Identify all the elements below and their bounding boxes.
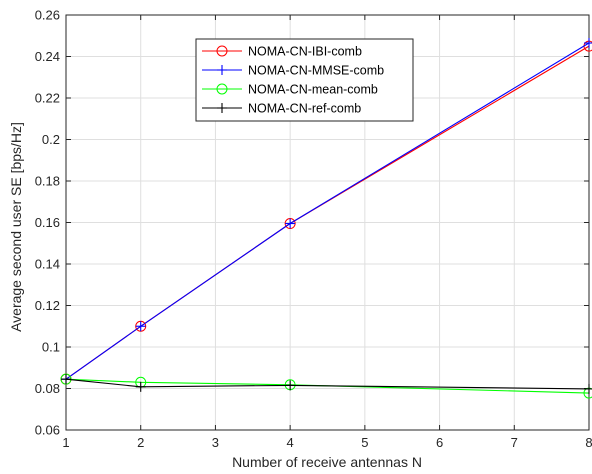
x-tick-label: 6 (436, 435, 443, 450)
legend-marker (217, 103, 227, 113)
y-tick-label: 0.08 (35, 381, 60, 396)
x-tick-label: 7 (511, 435, 518, 450)
x-tick-label: 1 (62, 435, 69, 450)
x-tick-label: 5 (361, 435, 368, 450)
data-point (61, 374, 71, 385)
data-point (584, 383, 592, 394)
y-tick-label: 0.18 (35, 174, 60, 189)
y-tick-label: 0.12 (35, 298, 60, 313)
legend-marker (216, 45, 228, 57)
data-point (285, 218, 296, 229)
y-tick-label: 0.2 (42, 132, 60, 147)
data-point (584, 38, 592, 49)
x-axis-label: Number of receive antennas N (232, 454, 422, 470)
legend-item: NOMA-CN-MMSE-comb (202, 64, 384, 78)
series-layer (60, 38, 592, 399)
x-tick-label: 2 (137, 435, 144, 450)
series-line (65, 378, 590, 390)
legend-item: NOMA-CN-ref-comb (202, 102, 361, 116)
series-line (65, 42, 590, 380)
legend-label: NOMA-CN-ref-comb (248, 102, 361, 116)
data-point (285, 380, 296, 391)
plot-frame (65, 14, 590, 431)
y-tick-label: 0.1 (42, 340, 60, 355)
data-point (135, 321, 146, 332)
y-tick-label: 0.16 (35, 215, 60, 230)
legend-box (195, 38, 414, 122)
legend-item: NOMA-CN-IBI-comb (202, 45, 362, 59)
series-line (65, 378, 590, 394)
legend-label: NOMA-CN-IBI-comb (248, 45, 362, 59)
y-tick-label: 0.22 (35, 91, 60, 106)
legend: NOMA-CN-IBI-comb NOMA-CN-MMSE-comb NOMA-CN… (195, 38, 414, 122)
legend-item: NOMA-CN-mean-comb (202, 83, 378, 97)
y-tick-label: 0.26 (35, 8, 60, 23)
y-axis-label: Average second user SE [bps/Hz] (8, 122, 24, 332)
x-tick-label: 8 (585, 435, 592, 450)
y-tick-label: 0.14 (35, 257, 60, 272)
legend-marker (217, 65, 227, 75)
tick-labels: 1 2 3 4 5 6 7 8 0.06 0.08 0.1 0.12 0.14 0.16 0.18 0.2 0.… (35, 8, 592, 451)
x-tick-label: 4 (287, 435, 294, 450)
y-tick-label: 0.06 (35, 423, 60, 438)
x-tick-label: 3 (212, 435, 219, 450)
y-tick-label: 0.24 (35, 49, 60, 64)
series-4 (61, 374, 592, 394)
legend-label: NOMA-CN-MMSE-comb (248, 64, 384, 78)
legend-marker (216, 83, 228, 95)
legend-label: NOMA-CN-mean-comb (248, 83, 378, 97)
data-point (135, 381, 146, 392)
